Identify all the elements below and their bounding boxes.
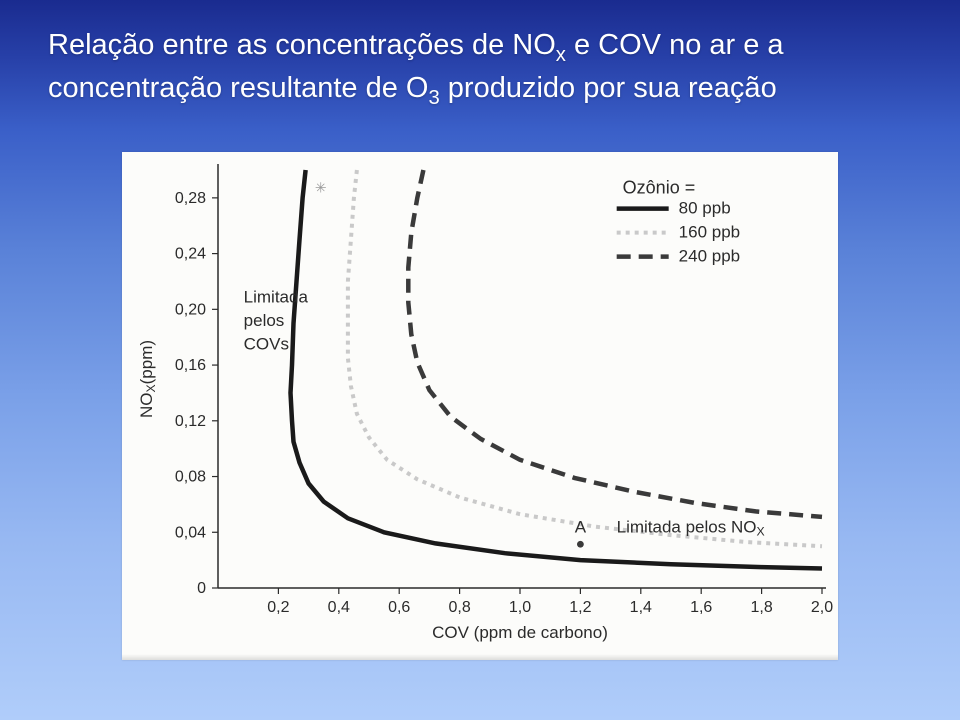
title-line2-a: concentração resultante de O: [48, 72, 428, 104]
scan-mark: ✳: [315, 179, 327, 195]
voc-limited-label: COVs: [244, 335, 289, 354]
y-tick-label: 0,08: [175, 469, 206, 486]
page-title: Relação entre as concentrações de NOx e …: [48, 26, 912, 112]
x-tick-label: 1,8: [750, 599, 772, 616]
title-line1-b: e COV no ar e a: [566, 29, 784, 61]
legend-item-label: 160 ppb: [679, 223, 740, 242]
x-tick-label: 0,4: [328, 599, 350, 616]
title-line1-sub: x: [556, 44, 566, 66]
x-tick-label: 0,6: [388, 599, 410, 616]
curve-160ppb: [348, 170, 822, 546]
curve-240ppb: [408, 170, 822, 517]
y-tick-label: 0,16: [175, 357, 206, 374]
chart-container: 0 0,04 0,08 0,12 0,16 0,20 0,24 0,28 0,2 0,4 0,6 0,…: [122, 152, 838, 660]
title-line2-b: produzido por sua reação: [440, 72, 777, 104]
y-tick-label: 0: [197, 580, 206, 597]
x-axis-label: COV (ppm de carbono): [432, 623, 608, 642]
x-tick-label: 0,8: [448, 599, 470, 616]
x-tick-label: 0,2: [267, 599, 289, 616]
title-line1-a: Relação entre as concentrações de NO: [48, 29, 556, 61]
x-tick-label: 1,2: [569, 599, 591, 616]
slide-background: Relação entre as concentrações de NOx e …: [0, 0, 960, 720]
title-line2-sub: 3: [428, 87, 439, 109]
voc-limited-label: Limitada: [244, 287, 309, 306]
ozone-isopleth-chart: 0 0,04 0,08 0,12 0,16 0,20 0,24 0,28 0,2 0,4 0,6 0,…: [122, 152, 838, 660]
y-tick-label: 0,24: [175, 246, 206, 263]
y-axis-label: NOX(ppm): [137, 340, 158, 418]
nox-limited-label: Limitada pelos NOX: [617, 517, 765, 538]
legend-item-label: 240 ppb: [679, 247, 740, 266]
legend-item-label: 80 ppb: [679, 199, 731, 218]
y-tick-label: 0,28: [175, 190, 206, 207]
legend-title: Ozônio =: [623, 178, 696, 198]
x-tick-label: 2,0: [811, 599, 833, 616]
y-tick-label: 0,12: [175, 413, 206, 430]
x-tick-label: 1,0: [509, 599, 531, 616]
point-a-marker: [577, 541, 584, 548]
curve-80ppb: [291, 170, 823, 569]
y-tick-label: 0,20: [175, 301, 206, 318]
x-tick-label: 1,4: [630, 599, 652, 616]
voc-limited-label: pelos: [244, 311, 285, 330]
x-tick-label: 1,6: [690, 599, 712, 616]
chart-bottom-shadow: [122, 654, 838, 660]
point-a-label: A: [575, 517, 587, 536]
y-tick-label: 0,04: [175, 524, 206, 541]
